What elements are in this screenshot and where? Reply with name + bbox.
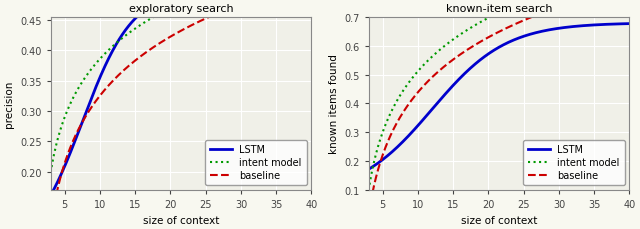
Line: intent model: intent model bbox=[369, 0, 629, 190]
LSTM bbox=[489, 51, 497, 53]
intent model bbox=[506, 7, 513, 10]
Title: known-item search: known-item search bbox=[446, 4, 552, 14]
intent model bbox=[490, 14, 498, 17]
intent model bbox=[365, 189, 372, 192]
baseline bbox=[188, 25, 196, 27]
Line: LSTM: LSTM bbox=[51, 0, 312, 196]
intent model bbox=[489, 15, 497, 18]
baseline bbox=[506, 26, 513, 29]
baseline bbox=[171, 34, 179, 36]
LSTM bbox=[506, 41, 513, 44]
Legend: LSTM, intent model, baseline: LSTM, intent model, baseline bbox=[205, 140, 307, 185]
Legend: LSTM, intent model, baseline: LSTM, intent model, baseline bbox=[524, 140, 625, 185]
baseline bbox=[172, 33, 180, 36]
LSTM bbox=[520, 36, 528, 38]
baseline bbox=[365, 213, 372, 216]
baseline bbox=[579, 0, 586, 1]
intent model bbox=[47, 171, 54, 174]
baseline bbox=[490, 34, 498, 36]
Title: exploratory search: exploratory search bbox=[129, 4, 234, 14]
baseline bbox=[47, 226, 54, 229]
Line: LSTM: LSTM bbox=[369, 25, 629, 169]
X-axis label: size of context: size of context bbox=[461, 215, 537, 225]
Line: baseline: baseline bbox=[51, 0, 312, 227]
baseline bbox=[520, 20, 528, 22]
Line: baseline: baseline bbox=[369, 0, 629, 215]
LSTM bbox=[625, 23, 633, 26]
X-axis label: size of context: size of context bbox=[143, 215, 220, 225]
LSTM bbox=[490, 49, 498, 52]
LSTM bbox=[579, 25, 586, 28]
LSTM bbox=[365, 168, 372, 171]
LSTM bbox=[47, 194, 54, 197]
intent model bbox=[172, 5, 180, 7]
intent model bbox=[520, 1, 528, 4]
baseline bbox=[202, 18, 210, 21]
Line: intent model: intent model bbox=[51, 0, 312, 173]
Y-axis label: precision: precision bbox=[4, 80, 15, 128]
Y-axis label: known items found: known items found bbox=[329, 54, 339, 154]
LSTM bbox=[620, 23, 627, 26]
baseline bbox=[489, 35, 497, 37]
intent model bbox=[171, 5, 179, 8]
